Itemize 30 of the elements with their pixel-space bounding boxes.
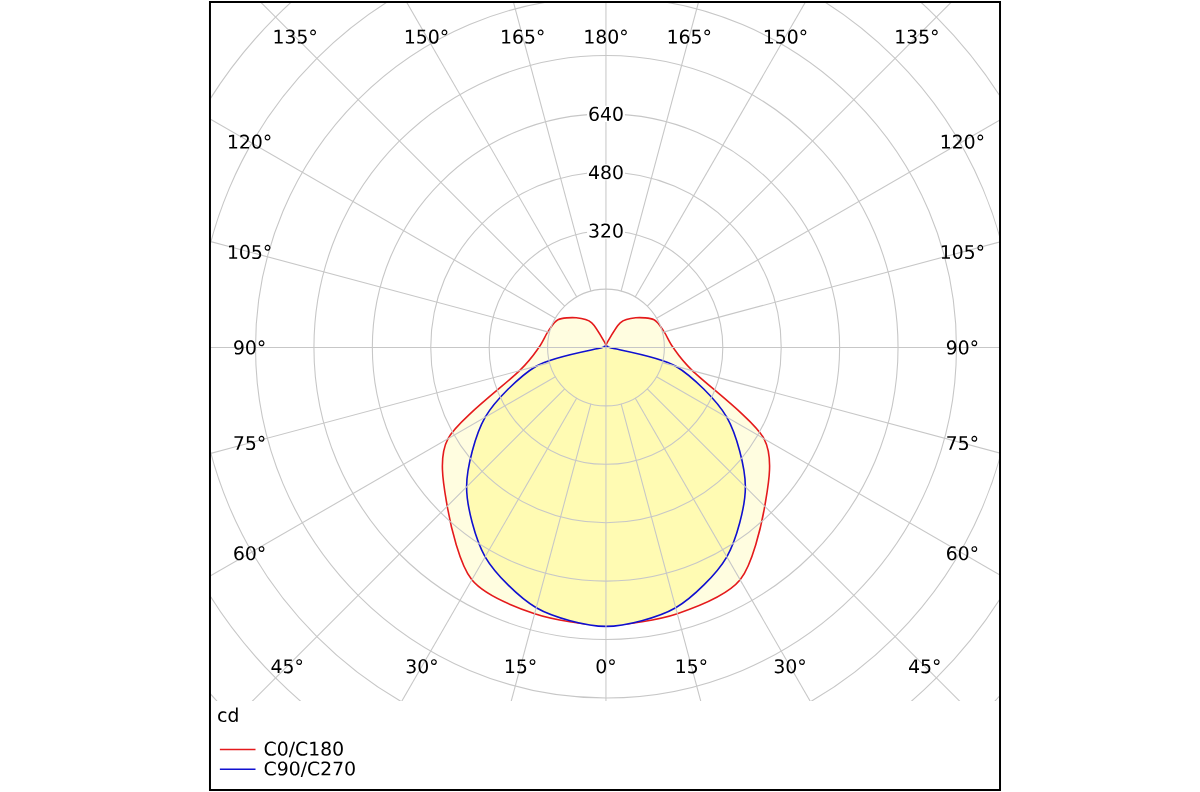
spoke-label: 120° — [229, 134, 271, 149]
spoke-label: 0° — [596, 659, 615, 674]
spoke-label: 45° — [909, 659, 940, 674]
spoke-label: 30° — [774, 659, 805, 674]
spoke-label: 180° — [585, 29, 627, 44]
spoke-label: 45° — [271, 659, 303, 674]
spoke-label: 120° — [941, 134, 984, 149]
spoke-label: 75° — [234, 435, 265, 451]
spoke-label: 30° — [406, 659, 437, 674]
spoke-label: 90° — [946, 340, 978, 355]
spoke-label: 135° — [896, 29, 938, 44]
spoke-label: 150° — [405, 29, 448, 44]
spoke-label: 105° — [229, 244, 271, 260]
spoke-label: 60° — [234, 546, 265, 561]
spoke-label: 60° — [947, 546, 978, 561]
spoke-label: 150° — [764, 29, 807, 44]
y-tick-label: 640 — [589, 106, 623, 121]
spoke-label: 165° — [502, 29, 544, 44]
spoke-label: 105° — [941, 244, 984, 260]
spoke-label: 75° — [947, 435, 978, 451]
spoke-label: 15° — [676, 659, 707, 674]
spoke-label: 135° — [274, 29, 316, 44]
legend-label: C0/C180 — [264, 741, 343, 758]
spoke-label: 165° — [668, 29, 711, 44]
text: cd — [218, 707, 238, 723]
y-tick-label: 320 — [589, 223, 623, 238]
y-tick-label: 480 — [588, 165, 623, 180]
spoke-label: 90° — [234, 340, 265, 355]
legend-label: C90/C270 — [264, 761, 355, 778]
spoke-label: 15° — [505, 659, 536, 674]
